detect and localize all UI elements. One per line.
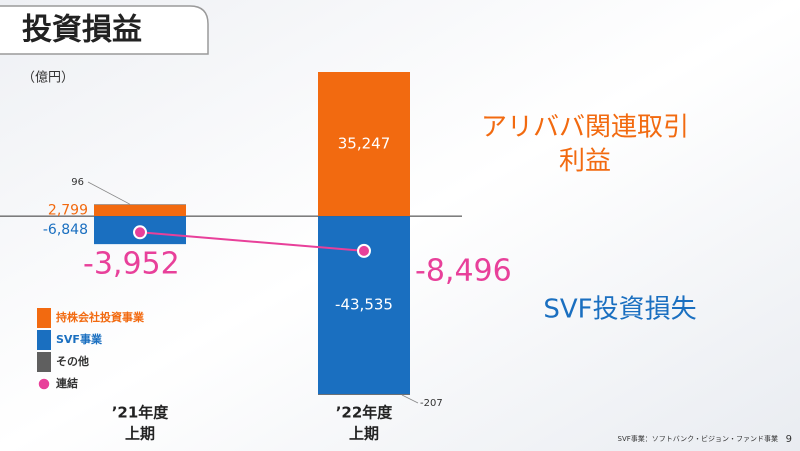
legend-marker	[37, 330, 51, 350]
x-tick-label: ’22年度	[336, 404, 394, 422]
annotation: アリババ関連取引	[481, 113, 689, 143]
legend-marker	[37, 308, 51, 328]
line-point	[357, 243, 371, 258]
legend-label: 連結	[56, 376, 78, 390]
value-label: 2,799	[48, 202, 88, 218]
bar-segment	[318, 394, 410, 395]
value-label: -8,496	[415, 254, 512, 289]
value-label: -43,535	[335, 296, 393, 314]
bar-segment	[318, 72, 410, 217]
unit-label: （億円）	[22, 70, 74, 86]
title-box	[0, 5, 209, 55]
value-label: 96	[71, 177, 84, 188]
legend-label: SVF事業	[56, 332, 103, 346]
legend-marker	[37, 377, 51, 391]
value-label: 35,247	[338, 135, 391, 153]
x-tick-label: ’21年度	[112, 404, 170, 422]
bar-segment	[94, 204, 186, 205]
footnote: SVF事業：ソフトバンク・ビジョン・ファンド事業	[618, 434, 778, 443]
value-label: -3,952	[83, 247, 180, 282]
page-number: 9	[786, 434, 792, 445]
x-tick-label: 上期	[125, 425, 155, 443]
chart-title: 投資損益	[22, 13, 142, 48]
value-label: -6,848	[43, 222, 88, 238]
line	[139, 231, 365, 252]
leader-line	[87, 181, 131, 205]
value-label: -207	[420, 398, 443, 409]
leader-line	[401, 394, 419, 404]
annotation: 利益	[559, 147, 611, 177]
legend-label: 持株会社投資事業	[56, 310, 145, 324]
x-tick-label: 上期	[349, 425, 379, 443]
legend-marker	[37, 352, 51, 372]
legend-label: その他	[56, 354, 89, 368]
annotation: SVF投資損失	[543, 295, 696, 325]
line-point	[133, 225, 147, 240]
bar-segment	[94, 204, 186, 217]
